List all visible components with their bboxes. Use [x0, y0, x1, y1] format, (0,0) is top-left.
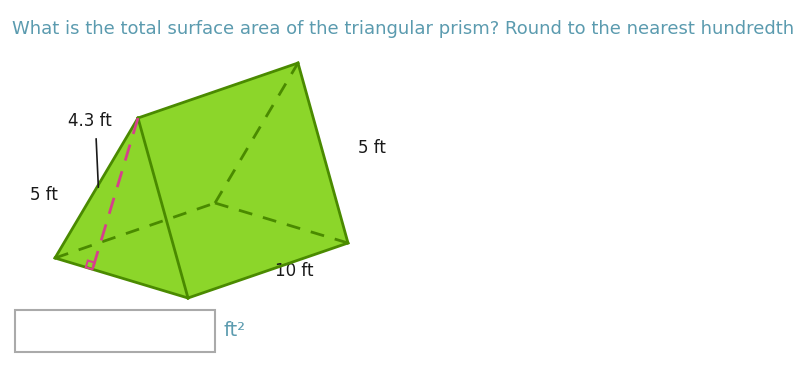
Polygon shape: [55, 203, 348, 298]
Text: 5 ft: 5 ft: [358, 139, 386, 157]
Text: What is the total surface area of the triangular prism? Round to the nearest hun: What is the total surface area of the tr…: [12, 20, 800, 38]
Text: 10 ft: 10 ft: [275, 262, 314, 280]
Text: ft²: ft²: [223, 322, 245, 340]
Polygon shape: [55, 118, 188, 298]
Polygon shape: [138, 63, 348, 298]
Text: 5 ft: 5 ft: [124, 312, 152, 330]
Text: 4.3 ft: 4.3 ft: [68, 112, 112, 130]
Polygon shape: [55, 63, 298, 258]
Text: 5 ft: 5 ft: [30, 186, 58, 204]
Polygon shape: [15, 310, 215, 352]
